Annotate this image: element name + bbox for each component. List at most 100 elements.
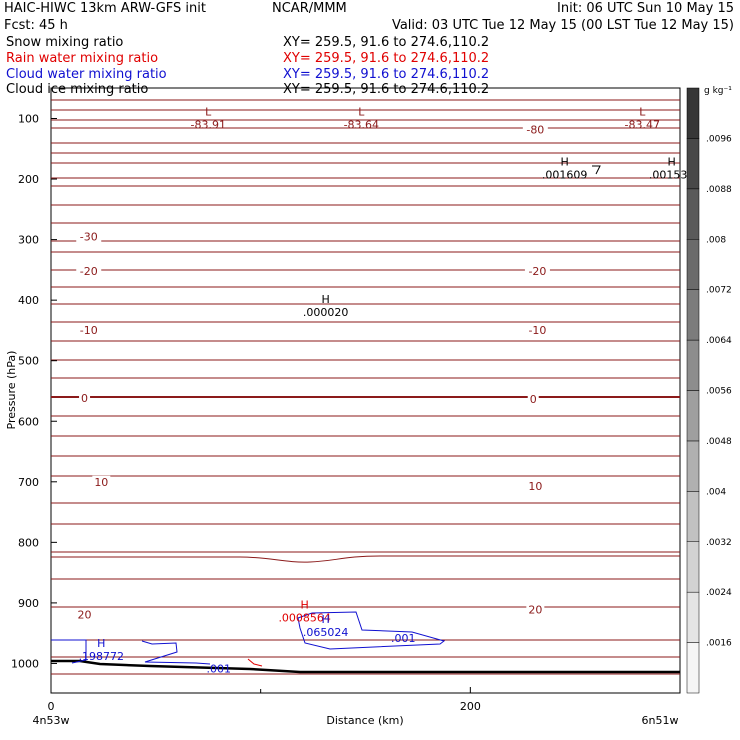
extremum-value: .065024 xyxy=(303,626,349,639)
x-tick-label: 200 xyxy=(460,700,481,713)
extremum-symbol: H xyxy=(561,156,569,169)
y-tick-label: 300 xyxy=(18,234,39,247)
field-snow-xy: XY= 259.5, 91.6 to 274.6,110.2 xyxy=(283,35,489,50)
x-axis: 0 200 xyxy=(48,687,681,713)
contour-value-label: .001 xyxy=(206,662,231,675)
isotherm-label: 10 xyxy=(94,476,108,489)
extremum-symbol: H xyxy=(301,598,309,611)
isotherm-label: 10 xyxy=(528,480,542,493)
mixing-ratio-contours xyxy=(51,165,601,667)
isotherm-label: 20 xyxy=(528,604,542,617)
forecast-hour: Fcst: 45 h xyxy=(4,18,68,33)
colorbar-cell xyxy=(686,541,700,593)
y-tick-label: 100 xyxy=(18,113,39,126)
isotherm-label: -80 xyxy=(526,123,544,136)
extremum-value: .198772 xyxy=(79,650,125,663)
field-snow-name: Snow mixing ratio xyxy=(6,35,123,50)
extremum-symbol: L xyxy=(358,105,365,118)
extremum-value: -83.47 xyxy=(625,118,660,131)
colorbar-tick-label: .0032 xyxy=(706,538,732,548)
isotherm-label-bg xyxy=(76,323,102,336)
colorbar-cell xyxy=(686,87,700,139)
y-tick-label: 900 xyxy=(18,597,39,610)
y-tick-label: 500 xyxy=(18,355,39,368)
y-tick-label: 400 xyxy=(18,294,39,307)
field-cloudice-xy: XY= 259.5, 91.6 to 274.6,110.2 xyxy=(283,82,489,97)
y-axis: 100 200 300 400 500 600 700 800 900 1000 xyxy=(11,113,57,670)
isotherm-label: 20 xyxy=(78,608,92,621)
terrain-line xyxy=(51,659,680,674)
x-end-location: 6n51w xyxy=(642,714,679,727)
colorbar-tick-label: .0088 xyxy=(706,185,732,195)
isotherm-label-bg xyxy=(527,392,539,405)
valid-time: Valid: 03 UTC Tue 12 May 15 (00 LST Tue … xyxy=(392,18,734,33)
extremum-value: -83.91 xyxy=(191,118,226,131)
plot-frame xyxy=(50,87,681,694)
colorbar-unit: g kg⁻¹ xyxy=(704,86,732,96)
colorbar-cell xyxy=(686,138,700,190)
isotherm-label-bg xyxy=(524,323,550,336)
colorbar-cell xyxy=(686,491,700,543)
x-start-location: 4n53w xyxy=(33,714,70,727)
colorbar-tick-label: .0016 xyxy=(706,639,732,649)
y-tick-label: 700 xyxy=(18,476,39,489)
extremum-symbol: H xyxy=(667,156,675,169)
isotherm-label-bg xyxy=(75,608,94,621)
isotherm-label-bg xyxy=(526,603,545,616)
colorbar-cell xyxy=(686,339,700,391)
rain-water-contour xyxy=(247,658,263,667)
colorbar: g kg⁻¹ .0016 .0024 .0032 .004 .0048 .0056 .006… xyxy=(686,86,732,694)
cloud-water-contour xyxy=(51,639,87,664)
colorbar-tick-label: .0096 xyxy=(706,134,732,144)
colorbar-cell xyxy=(686,188,700,240)
model-title: HAIC-HIWC 13km ARW-GFS init xyxy=(4,1,206,16)
colorbar-cell xyxy=(686,289,700,341)
extrema-markers: L-83.91L-83.64L-83.47H.001609H.001539H.0… xyxy=(79,105,695,675)
y-tick-label: 200 xyxy=(18,173,39,186)
colorbar-tick-label: .0024 xyxy=(706,588,732,598)
y-tick-label: 600 xyxy=(18,415,39,428)
colorbar-tick-label: .0064 xyxy=(706,336,732,346)
isotherm-label: 0 xyxy=(81,392,88,405)
field-rain-xy: XY= 259.5, 91.6 to 274.6,110.2 xyxy=(283,51,489,66)
colorbar-cell xyxy=(686,642,700,694)
x-axis-label: Distance (km) xyxy=(326,714,403,727)
isotherm-label: -30 xyxy=(80,231,98,244)
y-tick-label: 1000 xyxy=(11,657,39,670)
isotherm-label-bg xyxy=(522,123,548,136)
colorbar-cell xyxy=(686,239,700,290)
isotherm-label: -10 xyxy=(80,324,98,337)
snow-contour xyxy=(592,165,601,175)
y-axis-label: Pressure (hPa) xyxy=(5,351,18,430)
extremum-symbol: L xyxy=(205,105,212,118)
isotherm-label-bg xyxy=(79,392,91,405)
extremum-symbol: H xyxy=(322,613,330,626)
colorbar-tick-label: .0072 xyxy=(706,286,732,296)
colorbar-tick-label: .004 xyxy=(706,487,726,497)
isotherm-label-bg xyxy=(76,230,102,243)
extremum-symbol: L xyxy=(639,105,646,118)
x-tick-label: 0 xyxy=(48,700,55,713)
isotherm-label: -20 xyxy=(528,265,546,278)
isotherm-label-bg xyxy=(526,480,545,493)
colorbar-tick-label: .008 xyxy=(706,235,726,245)
isotherm-label-bg xyxy=(524,265,550,278)
isotherm-label: -20 xyxy=(80,265,98,278)
init-time: Init: 06 UTC Sun 10 May 15 xyxy=(557,1,734,16)
extremum-value: .001609 xyxy=(542,169,588,182)
colorbar-cell xyxy=(686,390,700,442)
y-tick-label: 800 xyxy=(18,536,39,549)
colorbar-tick-label: .0048 xyxy=(706,437,732,447)
contour-value-label: .001 xyxy=(391,632,416,645)
extremum-value: .001539 xyxy=(649,169,695,182)
org-label: NCAR/MMM xyxy=(272,1,347,16)
colorbar-cell xyxy=(686,591,700,643)
field-rain-name: Rain water mixing ratio xyxy=(6,51,158,66)
isotherm-label: -10 xyxy=(528,324,546,337)
header: HAIC-HIWC 13km ARW-GFS init NCAR/MMM Ini… xyxy=(4,1,734,97)
extremum-symbol: H xyxy=(322,293,330,306)
isotherm-label: 0 xyxy=(530,393,537,406)
field-cloudice-name: Cloud ice mixing ratio xyxy=(6,82,148,97)
ground-surface-line xyxy=(51,659,680,674)
